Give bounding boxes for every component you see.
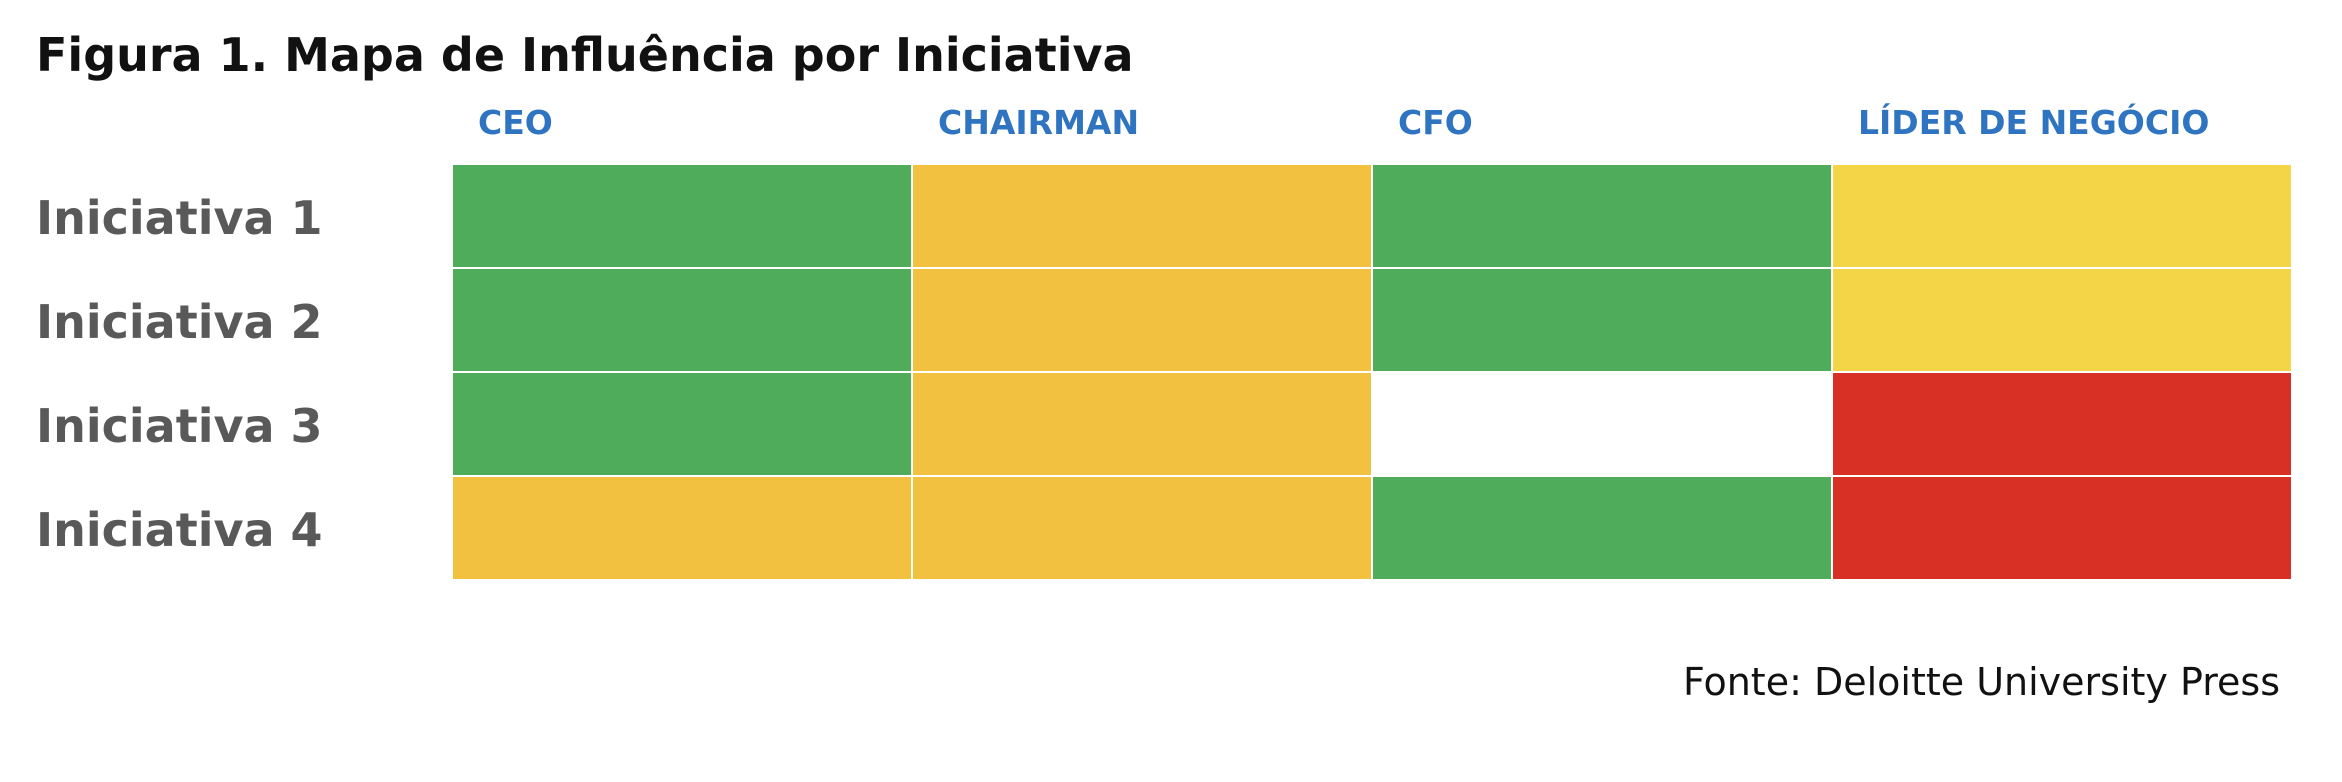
- heatmap-cell-r3-c2: [911, 371, 1373, 477]
- heatmap-cell-r4-c1: [451, 475, 913, 581]
- heatmap-cell-r4-c3: [1371, 475, 1833, 581]
- column-header-cfo: CFO: [1398, 103, 1473, 142]
- heatmap-cell-r2-c3: [1371, 267, 1833, 373]
- heatmap-cell-r1-c4: [1831, 163, 2293, 269]
- heatmap-cell-r3-c4: [1831, 371, 2293, 477]
- heatmap-cell-r1-c3: [1371, 163, 1833, 269]
- heatmap-cell-r4-c2: [911, 475, 1373, 581]
- chart-title: Figura 1. Mapa de Influência por Iniciat…: [36, 28, 1134, 82]
- heatmap-cell-r3-c1: [451, 371, 913, 477]
- heatmap-cell-r3-c3: [1371, 371, 1833, 477]
- column-header-ceo: CEO: [478, 103, 553, 142]
- row-label-iniciativa-1: Iniciativa 1: [36, 191, 323, 245]
- column-header-lider-de-negocio: LÍDER DE NEGÓCIO: [1858, 103, 2210, 142]
- source-note: Fonte: Deloitte University Press: [1682, 660, 2280, 704]
- column-header-chairman: CHAIRMAN: [938, 103, 1140, 142]
- heatmap-cell-r2-c2: [911, 267, 1373, 373]
- row-label-iniciativa-3: Iniciativa 3: [36, 399, 323, 453]
- heatmap-cell-r1-c1: [451, 163, 913, 269]
- heatmap-cell-r2-c4: [1831, 267, 2293, 373]
- heatmap-cell-r1-c2: [911, 163, 1373, 269]
- row-label-iniciativa-2: Iniciativa 2: [36, 295, 323, 349]
- heatmap-cell-r2-c1: [451, 267, 913, 373]
- row-label-iniciativa-4: Iniciativa 4: [36, 503, 323, 557]
- heatmap-cell-r4-c4: [1831, 475, 2293, 581]
